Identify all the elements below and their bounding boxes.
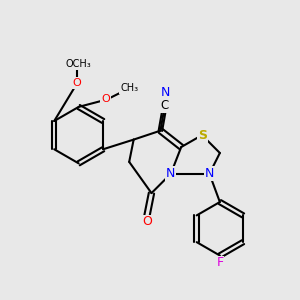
Text: F: F bbox=[216, 256, 224, 269]
Text: O: O bbox=[73, 78, 82, 88]
Text: N: N bbox=[205, 167, 214, 180]
Text: O: O bbox=[101, 94, 110, 104]
Text: S: S bbox=[198, 129, 207, 142]
Text: N: N bbox=[166, 167, 176, 180]
Text: C: C bbox=[160, 99, 168, 112]
Text: CH₃: CH₃ bbox=[120, 83, 138, 93]
Text: N: N bbox=[161, 86, 170, 99]
Text: OCH₃: OCH₃ bbox=[66, 59, 92, 69]
Text: O: O bbox=[142, 215, 152, 228]
